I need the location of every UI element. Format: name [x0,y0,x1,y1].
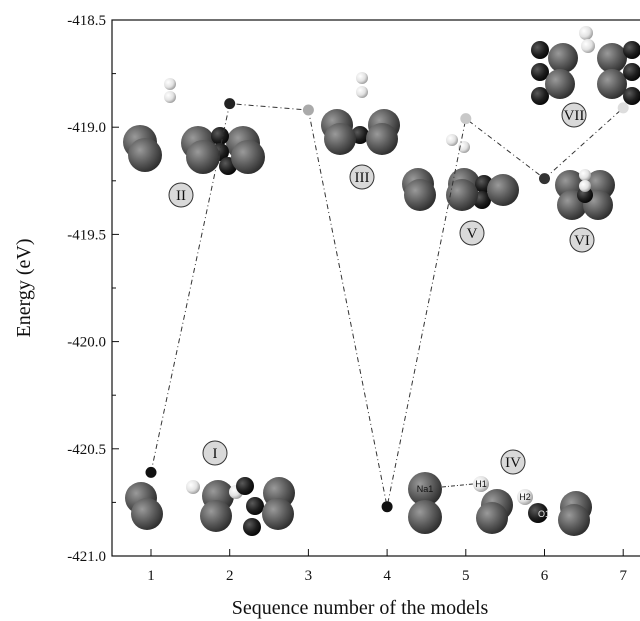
x-tick-label: 2 [226,568,234,584]
y-tick-label: -418.5 [67,13,106,29]
x-tick-label: 5 [462,568,470,584]
model-label-vii: VII [561,102,587,128]
x-axis-ticks: 1 2 3 4 5 6 7 [147,549,627,584]
y-axis-title: Energy (eV) [13,238,35,337]
model-label-ii: II [168,182,194,208]
model-iii-structure [321,72,400,155]
x-tick-label: 6 [541,568,549,584]
model-label-i: I [202,440,228,466]
model-label-v: V [459,220,485,246]
model-vii-structure [531,26,640,105]
model-label-iv: IV [500,449,526,475]
y-tick-label: -421.0 [67,549,106,565]
data-point [539,173,550,185]
data-point [145,466,157,478]
atom-label-h1: H1 [475,479,487,489]
x-tick-label: 4 [383,568,391,584]
y-tick-label: -419.5 [67,227,106,243]
data-point [381,501,393,513]
energy-series [145,98,629,513]
model-iv-structure [408,472,592,536]
x-tick-label: 1 [147,568,155,584]
svg-text:V: V [467,226,478,242]
model-vi-structure [555,169,615,220]
model-ii-structure [123,78,265,175]
model-v-structure [402,134,519,211]
model-illustrations [123,26,640,536]
svg-text:II: II [176,188,186,204]
x-tick-label: 3 [305,568,313,584]
y-tick-label: -419.0 [67,120,106,136]
model-labels: II III V VI VII I IV [168,102,595,475]
model-label-iii: III [349,164,375,190]
model-i-structure [125,477,295,536]
svg-text:VII: VII [564,108,585,124]
x-axis-title: Sequence number of the models [232,597,489,619]
data-point [224,98,236,110]
data-point [617,102,629,114]
data-point [460,113,472,125]
atom-label-na1: Na1 [417,484,434,494]
plot-frame [111,19,640,557]
y-tick-label: -420.5 [67,442,106,458]
y-axis-ticks: -418.5 -419.0 -419.5 -420.0 -420.5 -421.0 [67,13,119,565]
svg-text:III: III [355,170,370,186]
atom-labels: Na1 H1 H2 O1 [417,479,550,519]
x-tick-label: 7 [619,568,627,584]
svg-text:VI: VI [574,233,590,249]
data-point [302,104,314,116]
y-tick-label: -420.0 [67,335,106,351]
model-label-vi: VI [569,227,595,253]
atom-label-h2: H2 [519,492,531,502]
atom-label-o1: O1 [538,509,550,519]
svg-text:I: I [213,446,218,462]
svg-text:IV: IV [505,455,521,471]
